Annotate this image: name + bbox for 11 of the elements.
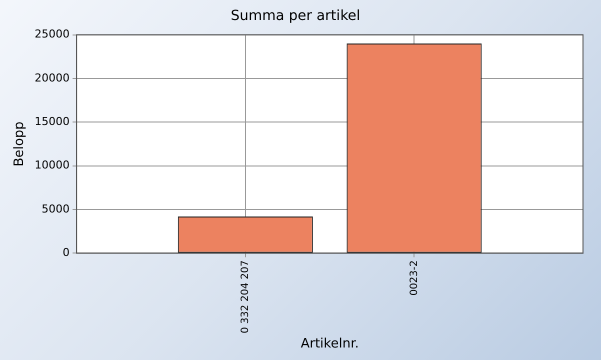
x-tick-label: 0 332 204 207	[240, 260, 251, 334]
y-tick-label: 25000	[34, 28, 70, 41]
chart-title: Summa per artikel	[230, 8, 360, 24]
y-axis-title: Belopp	[12, 122, 28, 167]
y-tick-label: 5000	[42, 202, 70, 216]
y-tick-label: 10000	[34, 158, 70, 172]
x-axis-title: Artikelnr.	[300, 336, 359, 352]
y-tick-label: 0	[62, 246, 70, 260]
x-tick-label: 0023-2	[408, 260, 420, 296]
y-tick-label: 20000	[34, 71, 70, 84]
y-tick-label: 15000	[34, 115, 70, 128]
